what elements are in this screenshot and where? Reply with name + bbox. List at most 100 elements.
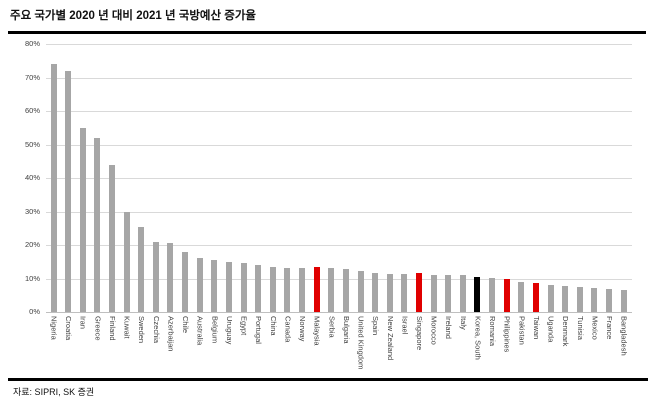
x-axis-label-china: China xyxy=(268,316,278,336)
x-axis-label-ireland: Ireland xyxy=(444,316,454,339)
bar-korea-south xyxy=(474,276,481,312)
bar-new-zealand xyxy=(386,274,393,312)
x-axis-label-bulgaria: Bulgaria xyxy=(341,316,351,344)
bar-israel xyxy=(401,274,408,312)
bar-bangladesh xyxy=(620,290,627,312)
gridline-50 xyxy=(46,144,632,146)
gridline-20 xyxy=(46,245,632,246)
y-axis-tick-label: 40% xyxy=(24,173,40,182)
bar-singapore xyxy=(416,273,422,312)
bar-czechia xyxy=(152,241,159,312)
x-axis-label-kuwait: Kuwait xyxy=(122,316,132,339)
x-axis-label-iran: Iran xyxy=(78,316,88,329)
y-axis-tick-label: 30% xyxy=(24,206,40,216)
bar-bulgaria xyxy=(342,269,349,312)
x-axis-label-chile: Chile xyxy=(181,316,191,334)
gridline-40 xyxy=(46,178,632,179)
x-axis-label-portugal: Portugal xyxy=(254,316,264,344)
gridline-80 xyxy=(46,44,632,45)
bar-denmark xyxy=(562,285,569,312)
gridline-0 xyxy=(46,312,632,313)
x-axis-label-spain: Spain xyxy=(371,316,381,336)
bar-egypt xyxy=(240,263,247,312)
bar-pakistan xyxy=(518,281,525,312)
bar-chile xyxy=(182,251,189,312)
gridline-60 xyxy=(46,111,632,112)
y-axis-tick-label: 50% xyxy=(24,139,40,149)
x-axis-label-nigeria: Nigeria xyxy=(49,316,59,340)
bar-azerbaijan xyxy=(167,243,174,312)
x-axis-label-denmark: Denmark xyxy=(561,316,571,347)
x-axis-label-tunisia: Tunisia xyxy=(575,316,585,340)
x-axis-label-uruguay: Uruguay xyxy=(224,316,234,345)
bar-sweden xyxy=(138,226,145,312)
y-axis-tick-label: 60% xyxy=(24,106,40,115)
bar-united-kingdom xyxy=(357,271,364,312)
x-axis-label-norway: Norway xyxy=(298,316,308,342)
bar-norway xyxy=(299,267,306,312)
x-axis-label-taiwan: Taiwan xyxy=(531,316,541,340)
x-axis-label-mexico: Mexico xyxy=(590,316,600,340)
bar-philippines xyxy=(503,278,510,312)
bar-china xyxy=(269,266,276,312)
bar-finland xyxy=(108,164,115,312)
bar-nigeria xyxy=(50,64,57,312)
bar-malaysia xyxy=(313,266,320,312)
x-axis-label-canada: Canada xyxy=(283,316,293,343)
y-axis-tick-label: 70% xyxy=(24,72,40,82)
title-divider-rule xyxy=(8,31,646,34)
bar-greece xyxy=(94,137,101,312)
x-axis-label-sweden: Sweden xyxy=(137,316,147,344)
bar-uruguay xyxy=(225,261,232,312)
x-axis-label-israel: Israel xyxy=(400,316,410,335)
x-axis-label-uganda: Uganda xyxy=(546,316,556,343)
bar-portugal xyxy=(255,265,262,312)
bar-australia xyxy=(196,258,203,312)
x-axis-label-egypt: Egypt xyxy=(239,316,249,336)
x-axis-label-new-zealand: New Zealand xyxy=(385,316,395,361)
bar-tunisia xyxy=(576,286,583,312)
x-axis-label-croatia: Croatia xyxy=(64,316,74,341)
y-axis-tick-label: 10% xyxy=(24,273,40,283)
x-axis-label-singapore: Singapore xyxy=(415,316,424,351)
x-axis-label-philippines: Philippines xyxy=(502,316,512,353)
bar-belgium xyxy=(211,260,218,312)
bar-iran xyxy=(79,127,86,312)
bar-morocco xyxy=(430,275,437,312)
x-axis-label-australia: Australia xyxy=(195,316,205,346)
bar-taiwan xyxy=(532,282,539,312)
x-axis-label-finland: Finland xyxy=(107,316,117,341)
gridline-10 xyxy=(46,278,632,280)
bar-serbia xyxy=(328,268,335,312)
x-axis-label-greece: Greece xyxy=(93,316,103,341)
gridline-30 xyxy=(46,211,632,213)
bar-italy xyxy=(459,275,466,312)
y-axis-tick-label: 20% xyxy=(24,240,40,249)
x-axis-label-united-kingdom: United Kingdom xyxy=(356,316,366,370)
bar-spain xyxy=(372,273,379,312)
bar-croatia xyxy=(65,70,72,312)
x-axis-label-serbia: Serbia xyxy=(327,316,337,338)
y-axis-tick-label: 0% xyxy=(29,307,40,316)
bar-france xyxy=(606,289,613,312)
bar-kuwait xyxy=(123,211,130,312)
bar-uganda xyxy=(547,285,554,312)
footer-divider-rule xyxy=(8,378,648,381)
source-note: 자료: SIPRI, SK 증권 xyxy=(13,387,95,397)
x-axis-label-bangladesh: Bangladesh xyxy=(619,316,629,356)
x-axis-label-azerbaijan: Azerbaijan xyxy=(166,316,176,352)
y-axis-tick-label: 80% xyxy=(24,39,40,48)
x-axis-label-korea-south: Korea, South xyxy=(473,316,483,360)
x-axis-label-pakistan: Pakistan xyxy=(517,316,527,345)
gridline-70 xyxy=(46,77,632,79)
bar-canada xyxy=(284,267,291,312)
bar-ireland xyxy=(445,275,452,312)
x-axis-label-malaysia: Malaysia xyxy=(312,316,322,346)
x-axis-label-morocco: Morocco xyxy=(429,316,439,345)
bar-romania xyxy=(489,277,496,312)
x-axis-label-czechia: Czechia xyxy=(151,316,161,344)
x-axis-label-belgium: Belgium xyxy=(210,316,220,344)
chart-title: 주요 국가별 2020 년 대비 2021 년 국방예산 증가율 xyxy=(10,10,257,22)
